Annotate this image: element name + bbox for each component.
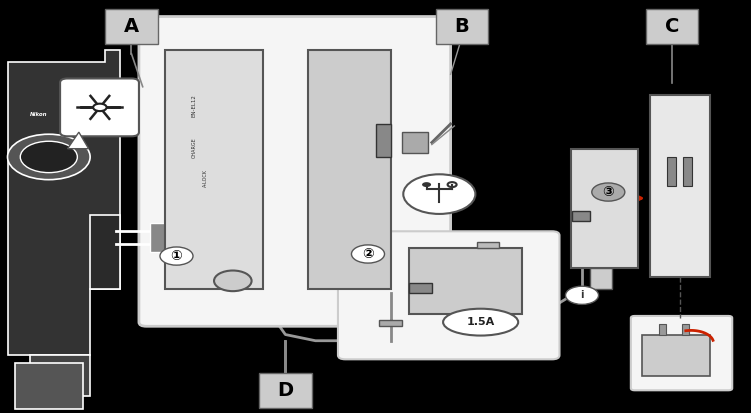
Circle shape: [566, 286, 599, 304]
Text: ②: ②: [362, 247, 374, 261]
Polygon shape: [409, 248, 522, 314]
Text: 1.5A: 1.5A: [466, 317, 495, 327]
Polygon shape: [90, 215, 120, 289]
FancyBboxPatch shape: [105, 9, 158, 44]
Circle shape: [351, 245, 385, 263]
Circle shape: [93, 104, 107, 111]
Circle shape: [422, 182, 431, 187]
FancyBboxPatch shape: [631, 316, 732, 390]
FancyBboxPatch shape: [436, 9, 488, 44]
Polygon shape: [409, 283, 432, 293]
Polygon shape: [402, 132, 428, 153]
Polygon shape: [571, 149, 638, 268]
FancyBboxPatch shape: [60, 78, 139, 136]
Text: D: D: [277, 381, 294, 400]
Polygon shape: [68, 132, 89, 149]
Polygon shape: [308, 50, 391, 289]
Text: Nikon: Nikon: [30, 112, 47, 116]
Polygon shape: [376, 124, 391, 157]
Polygon shape: [379, 320, 402, 326]
Circle shape: [8, 134, 90, 180]
Polygon shape: [165, 50, 263, 289]
Polygon shape: [15, 363, 83, 409]
Circle shape: [592, 183, 625, 201]
Text: ③: ③: [602, 185, 614, 199]
FancyBboxPatch shape: [259, 373, 312, 408]
Text: CHARGE: CHARGE: [192, 137, 197, 158]
Text: i: i: [581, 290, 584, 300]
Text: A-LOCK: A-LOCK: [203, 169, 208, 187]
Polygon shape: [650, 95, 710, 277]
Text: B: B: [454, 17, 469, 36]
Polygon shape: [659, 324, 666, 335]
Text: ①: ①: [170, 249, 182, 263]
Polygon shape: [30, 355, 90, 396]
Polygon shape: [590, 268, 612, 289]
FancyBboxPatch shape: [338, 231, 559, 359]
Text: A: A: [124, 17, 139, 36]
Polygon shape: [682, 324, 689, 335]
Polygon shape: [642, 335, 710, 376]
Circle shape: [403, 174, 475, 214]
Polygon shape: [667, 157, 676, 186]
Polygon shape: [477, 242, 499, 248]
Polygon shape: [683, 157, 692, 186]
Ellipse shape: [443, 309, 518, 335]
Text: C: C: [665, 17, 680, 36]
FancyBboxPatch shape: [139, 17, 451, 326]
Polygon shape: [150, 223, 165, 252]
Circle shape: [160, 247, 193, 265]
Text: EN-EL12: EN-EL12: [192, 94, 197, 116]
FancyBboxPatch shape: [646, 9, 698, 44]
Circle shape: [20, 141, 77, 173]
Polygon shape: [572, 211, 590, 221]
Polygon shape: [8, 50, 120, 355]
Circle shape: [214, 271, 252, 291]
